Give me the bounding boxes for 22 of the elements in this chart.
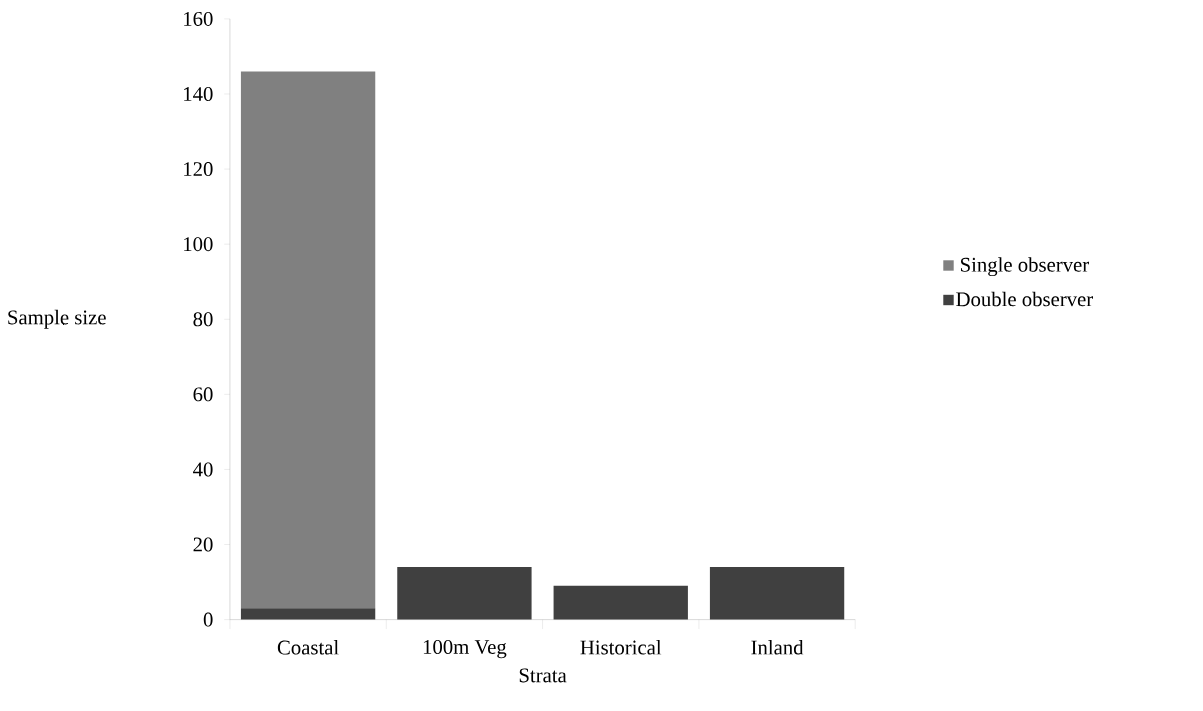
y-tick-label: 140	[184, 86, 213, 101]
x-axis-title: Strata	[519, 668, 567, 683]
bar	[709, 566, 845, 620]
x-tick-label: Inland	[751, 639, 804, 655]
bar	[397, 566, 532, 620]
y-tick-label: 160	[184, 11, 213, 26]
x-tick-label: Historical	[580, 639, 662, 655]
bar	[553, 585, 688, 620]
y-axis-title: Sample size	[8, 309, 106, 329]
bar	[240, 71, 376, 609]
bar	[240, 608, 376, 620]
y-tick-label: 0	[203, 612, 213, 627]
y-tick-label: 100	[184, 236, 213, 251]
y-tick-label: 60	[193, 387, 213, 402]
y-tick-label: 80	[193, 312, 213, 327]
y-tick-label: 120	[184, 161, 213, 176]
legend-label: Double observer	[956, 291, 1094, 307]
x-tick-label: 100m Veg	[423, 639, 507, 659]
x-tick-label: Coastal	[277, 639, 339, 655]
y-tick-label: 20	[193, 537, 213, 552]
y-tick-label: 40	[193, 462, 213, 477]
legend-label: Single observer	[961, 257, 1089, 276]
